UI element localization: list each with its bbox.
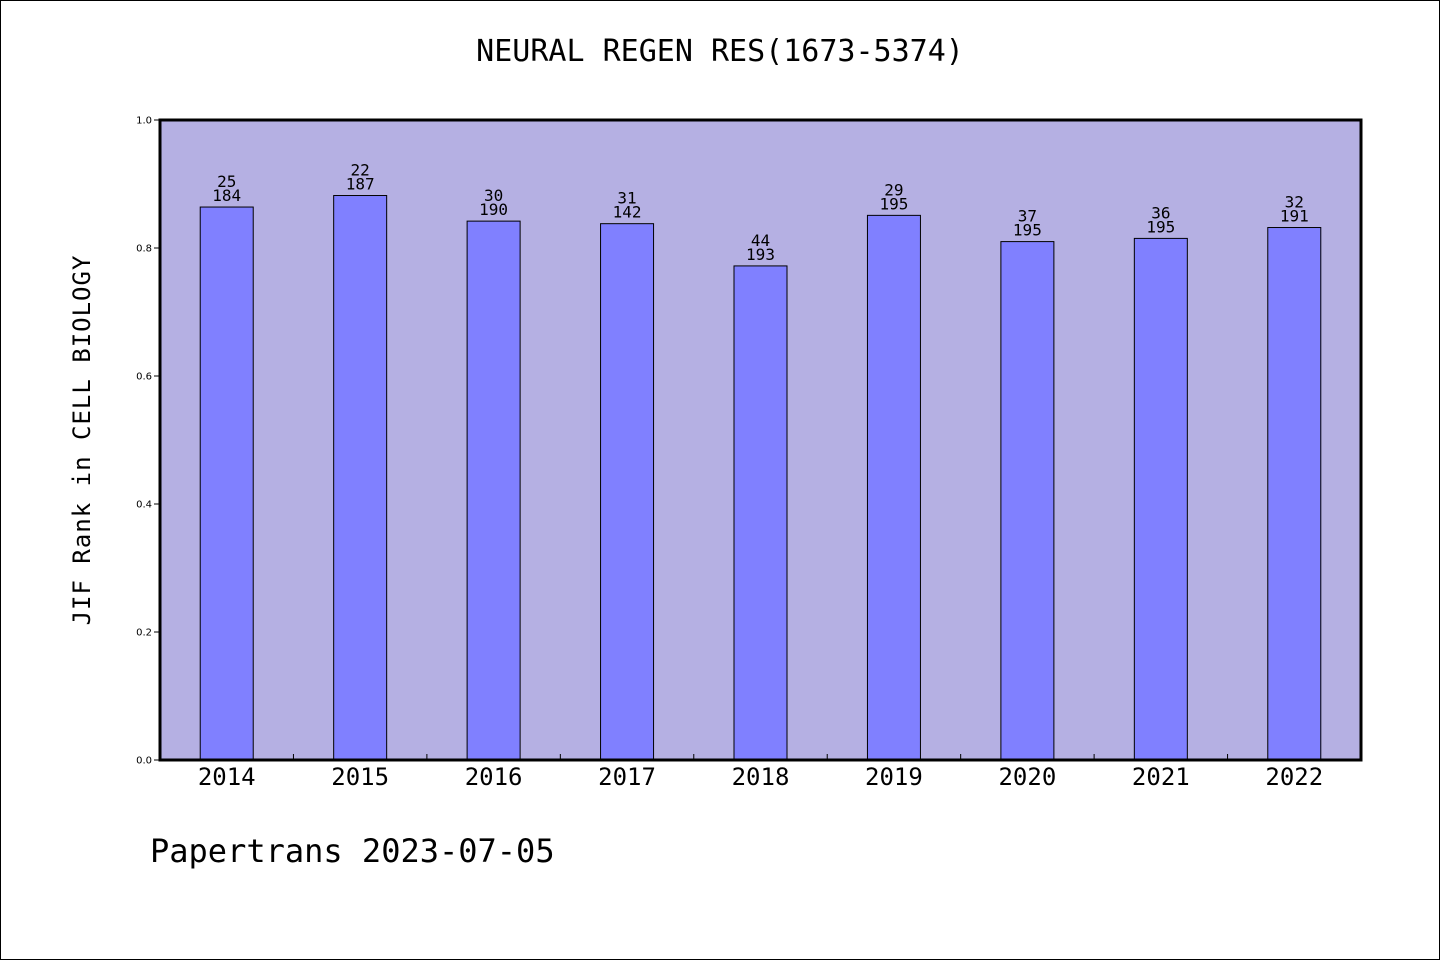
y-axis-label: JIF Rank in CELL BIOLOGY	[68, 254, 96, 626]
bar	[1000, 241, 1055, 761]
x-tick-label: 2018	[732, 763, 790, 791]
x-axis: 2014 2015 2016 2017 2018 2019 2020 2021 2022	[198, 754, 1323, 791]
x-tick-label: 2021	[1132, 763, 1190, 791]
bar-label-total: 184	[212, 186, 241, 205]
bar-label-total: 190	[479, 200, 508, 219]
bar-label-total: 195	[879, 194, 908, 213]
bar-label-rank: 37	[1018, 207, 1037, 226]
chart-title: NEURAL REGEN RES(1673-5374)	[476, 34, 964, 69]
y-tick-label: 0.6	[136, 372, 152, 383]
bar	[466, 220, 521, 761]
bar-label-total: 195	[1146, 217, 1175, 236]
y-axis: 0.0 0.2 0.4 0.6 0.8 1.0	[136, 116, 160, 767]
bar	[1267, 227, 1322, 761]
x-tick-label: 2022	[1265, 763, 1323, 791]
bars	[199, 195, 1322, 761]
plot-border	[158, 118, 1363, 762]
x-tick-label: 2019	[865, 763, 923, 791]
bar-label-rank: 25	[217, 172, 236, 191]
bar-label-total: 193	[746, 245, 775, 264]
bar	[333, 195, 388, 761]
y-tick-label: 0.4	[136, 500, 152, 511]
y-tick-label: 1.0	[136, 116, 152, 127]
x-tick-label: 2016	[465, 763, 523, 791]
bar-label-total: 187	[346, 175, 375, 194]
x-tick-label: 2015	[331, 763, 389, 791]
bar-label-rank: 22	[351, 161, 370, 180]
bar-label-total: 195	[1013, 221, 1042, 240]
x-tick-label: 2014	[198, 763, 256, 791]
bar	[199, 206, 254, 761]
bar-label-rank: 44	[751, 231, 770, 250]
bar-label-rank: 29	[884, 180, 903, 199]
footer-note: Papertrans 2023-07-05	[150, 832, 555, 870]
bar	[733, 265, 788, 761]
x-tick-label: 2017	[598, 763, 656, 791]
bar-label-rank: 32	[1285, 193, 1304, 212]
bar-label-total: 142	[613, 203, 642, 222]
bar	[600, 223, 655, 761]
bar	[866, 214, 921, 761]
bar-label-rank: 30	[484, 186, 503, 205]
bar	[1133, 237, 1188, 761]
y-tick-label: 0.2	[136, 628, 152, 639]
bar-label-rank: 36	[1151, 203, 1170, 222]
bar-labels: 2518422187301903114244193291953719536195…	[212, 161, 1308, 264]
y-tick-label: 0.0	[136, 756, 152, 767]
x-tick-label: 2020	[998, 763, 1056, 791]
bar-label-total: 191	[1280, 207, 1309, 226]
y-tick-label: 0.8	[136, 244, 152, 255]
bar-label-rank: 31	[617, 189, 636, 208]
